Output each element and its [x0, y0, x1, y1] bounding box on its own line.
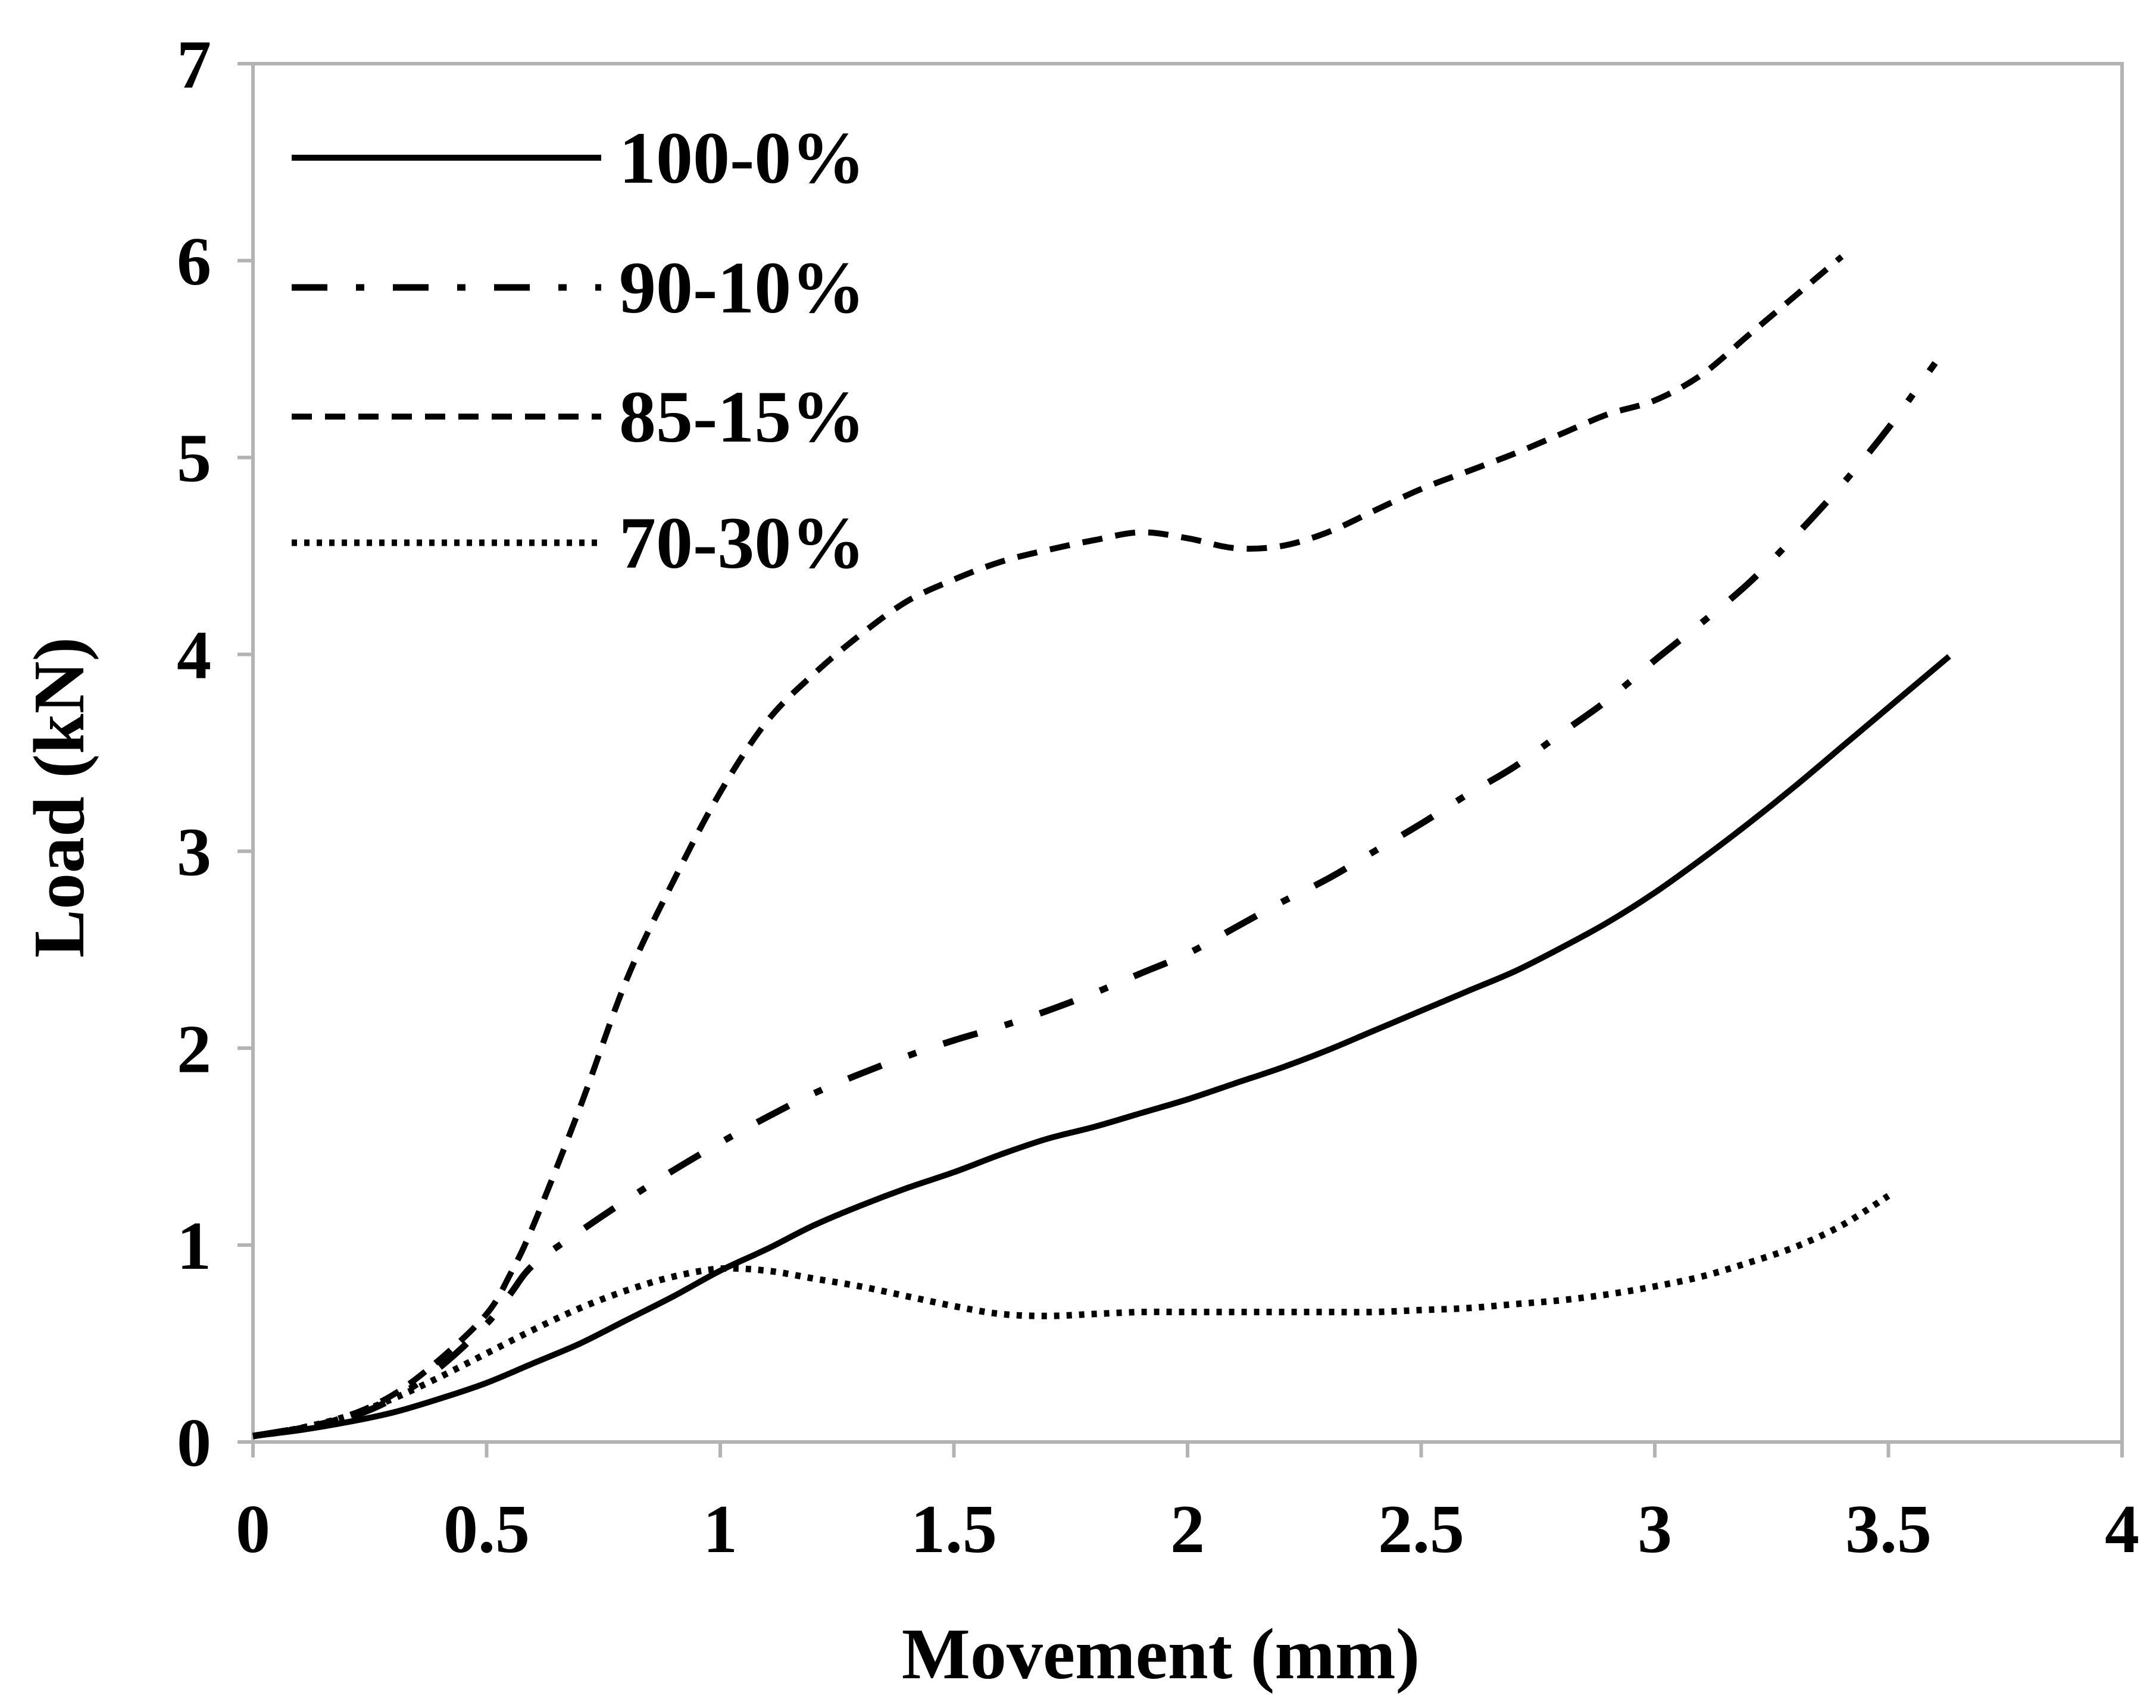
- y-tick-label: 6: [177, 224, 211, 300]
- y-tick-label: 0: [177, 1405, 211, 1481]
- y-tick-label: 3: [177, 814, 211, 890]
- y-tick-label: 1: [177, 1208, 211, 1284]
- x-tick-label: 3.5: [1845, 1491, 1932, 1568]
- series-line-90-10: [252, 361, 1938, 1440]
- legend-item-70-30: 70-30%: [292, 502, 865, 584]
- legend-item-100-0: 100-0%: [292, 117, 865, 199]
- x-tick-label: 3: [1638, 1491, 1672, 1568]
- x-axis-title: Movement (mm): [902, 1614, 1420, 1694]
- y-tick-label: 5: [177, 421, 211, 497]
- y-axis-title: Load (kN): [19, 637, 99, 958]
- x-tick-label: 1: [703, 1491, 738, 1568]
- legend-item-90-10: 90-10%: [292, 247, 865, 329]
- legend-item-85-15: 85-15%: [292, 376, 865, 458]
- legend: 100-0% 90-10% 85-15% 70-30%: [292, 117, 865, 584]
- x-tick-label: 4: [2105, 1491, 2139, 1568]
- legend-label-85-15: 85-15%: [619, 376, 865, 458]
- x-tick-label: 1.5: [911, 1491, 997, 1568]
- series-line-100-0: [252, 654, 1951, 1440]
- y-tick-label: 7: [177, 27, 211, 103]
- x-tick-label: 2: [1170, 1491, 1205, 1568]
- legend-label-70-30: 70-30%: [619, 502, 865, 584]
- y-tick-label: 4: [177, 618, 211, 694]
- plot-area: [251, 62, 2124, 1444]
- series-line-85-15: [252, 254, 1844, 1440]
- x-tick-label: 0.5: [443, 1491, 530, 1568]
- legend-label-90-10: 90-10%: [619, 247, 865, 329]
- x-tick-label: 2.5: [1378, 1491, 1464, 1568]
- legend-label-100-0: 100-0%: [619, 117, 865, 199]
- y-tick-label: 2: [177, 1011, 211, 1087]
- x-tick-label: 0: [236, 1491, 270, 1568]
